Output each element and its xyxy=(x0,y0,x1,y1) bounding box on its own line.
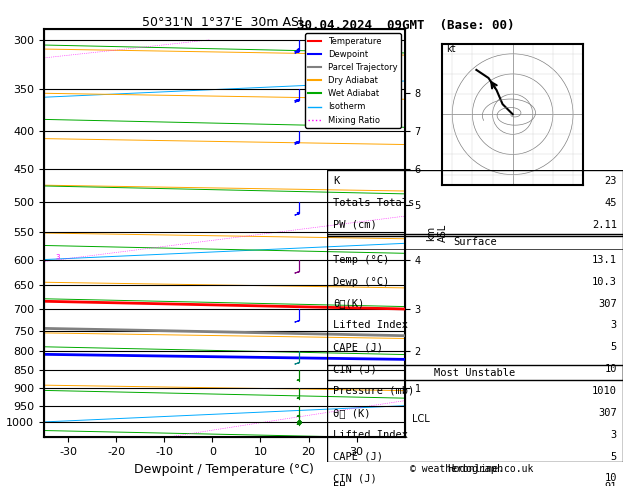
Text: 2.11: 2.11 xyxy=(592,220,617,230)
Text: Surface: Surface xyxy=(453,237,497,246)
Y-axis label: km
ASL: km ASL xyxy=(426,224,448,243)
Text: K: K xyxy=(333,176,339,186)
Text: Temp (°C): Temp (°C) xyxy=(333,255,389,265)
Text: EH: EH xyxy=(333,482,345,486)
Text: θᴇ(K): θᴇ(K) xyxy=(333,298,364,309)
Text: 13.1: 13.1 xyxy=(592,255,617,265)
Text: LCL: LCL xyxy=(412,414,430,424)
Text: CIN (J): CIN (J) xyxy=(333,364,377,374)
Text: CAPE (J): CAPE (J) xyxy=(333,451,383,462)
Bar xyxy=(327,170,623,236)
Text: 5: 5 xyxy=(611,451,617,462)
Text: 45: 45 xyxy=(604,198,617,208)
Text: 10.3: 10.3 xyxy=(592,277,617,287)
Text: Pressure (mb): Pressure (mb) xyxy=(333,386,415,396)
Y-axis label: hPa: hPa xyxy=(0,222,1,244)
Bar xyxy=(327,365,623,486)
Text: Totals Totals: Totals Totals xyxy=(333,198,415,208)
Legend: Temperature, Dewpoint, Parcel Trajectory, Dry Adiabat, Wet Adiabat, Isotherm, Mi: Temperature, Dewpoint, Parcel Trajectory… xyxy=(305,34,401,128)
Text: Hodograph: Hodograph xyxy=(447,464,503,474)
Text: 23: 23 xyxy=(604,176,617,186)
Text: CAPE (J): CAPE (J) xyxy=(333,342,383,352)
Text: 1010: 1010 xyxy=(592,386,617,396)
Text: 10: 10 xyxy=(604,364,617,374)
Text: 3: 3 xyxy=(55,254,60,260)
Text: 3: 3 xyxy=(611,320,617,330)
Text: © weatheronline.co.uk: © weatheronline.co.uk xyxy=(410,464,533,474)
Bar xyxy=(327,234,623,380)
Text: Lifted Index: Lifted Index xyxy=(333,320,408,330)
Text: 3: 3 xyxy=(611,430,617,440)
Text: 307: 307 xyxy=(598,298,617,309)
X-axis label: Dewpoint / Temperature (°C): Dewpoint / Temperature (°C) xyxy=(135,463,314,476)
Text: Most Unstable: Most Unstable xyxy=(434,368,516,378)
Text: 5: 5 xyxy=(611,342,617,352)
Text: 91: 91 xyxy=(604,482,617,486)
Text: CIN (J): CIN (J) xyxy=(333,473,377,484)
Text: PW (cm): PW (cm) xyxy=(333,220,377,230)
Text: θᴇ (K): θᴇ (K) xyxy=(333,408,370,418)
Title: 50°31'N  1°37'E  30m ASL: 50°31'N 1°37'E 30m ASL xyxy=(142,16,306,29)
Bar xyxy=(327,462,623,486)
Text: Dewp (°C): Dewp (°C) xyxy=(333,277,389,287)
Text: Lifted Index: Lifted Index xyxy=(333,430,408,440)
Text: 30.04.2024  09GMT  (Base: 00): 30.04.2024 09GMT (Base: 00) xyxy=(297,19,515,33)
Text: 10: 10 xyxy=(604,473,617,484)
Text: kt: kt xyxy=(446,44,455,54)
Text: 307: 307 xyxy=(598,408,617,418)
